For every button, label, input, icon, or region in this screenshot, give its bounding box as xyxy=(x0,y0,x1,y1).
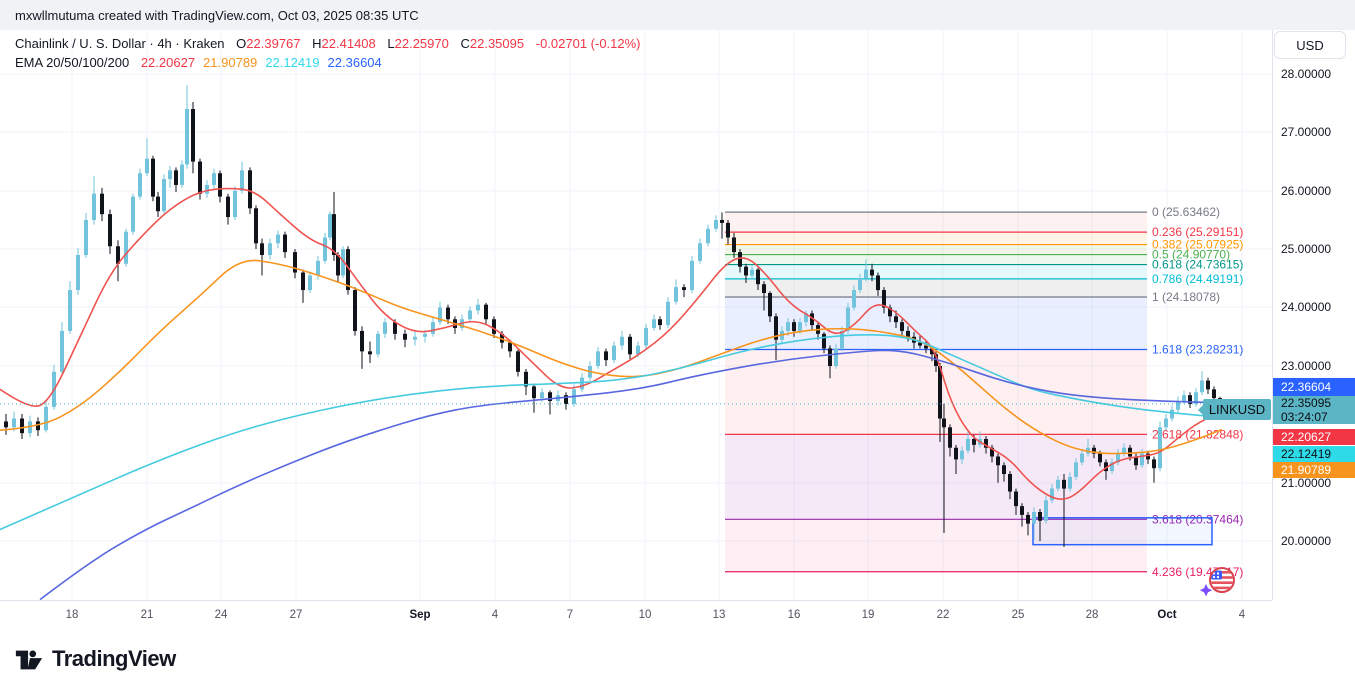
low-value: 22.25970 xyxy=(394,36,449,51)
chart-pane[interactable]: 0 (25.63462) 0.236 (25.29151) 0.382 (25.07… xyxy=(0,30,1355,633)
time-axis-label: 18 xyxy=(65,609,79,621)
ema-indicator-label[interactable]: EMA 20/50/100/200 xyxy=(15,55,130,70)
ema200-line[interactable] xyxy=(39,349,1223,600)
time-axis-label: 16 xyxy=(787,609,801,621)
ema-values: 22.20627 21.90789 22.12419 22.36604 xyxy=(141,55,390,70)
symbol-legend-row[interactable]: Chainlink / U. S. Dollar · 4h · Kraken O… xyxy=(15,34,641,53)
fib-level-label: 0.618 (24.73615) xyxy=(1152,258,1243,272)
rectangle-drawing[interactable] xyxy=(1032,517,1213,546)
ema-value: 22.20627 xyxy=(140,55,196,70)
open-value: 22.39767 xyxy=(246,36,301,51)
ema100-line[interactable] xyxy=(0,334,1223,531)
ema50-price-badge: 21.90789 xyxy=(1273,462,1355,478)
time-axis-label: 24 xyxy=(214,609,228,621)
ema-value: 22.36604 xyxy=(327,55,382,70)
time-axis-label: 10 xyxy=(638,609,652,621)
close-value: 22.35095 xyxy=(469,36,525,51)
ema-value: 21.90789 xyxy=(203,55,258,70)
fib-level-label: 1 (24.18078) xyxy=(1152,290,1220,304)
price-axis-label: 21.00000 xyxy=(1281,476,1332,490)
attribution-bar: mxwllmutuma created with TradingView.com… xyxy=(0,0,1355,30)
time-axis-label: 7 xyxy=(566,609,574,621)
fib-retracement: 0 (25.63462) 0.236 (25.29151)0.382 (25.07… xyxy=(725,205,1243,579)
fib-level-label: 0.236 (25.29151) xyxy=(1152,225,1243,239)
time-axis-label: 21 xyxy=(140,609,154,621)
price-axis-label: 27.00000 xyxy=(1281,125,1332,139)
fib-level-label: 0.5 (24.90770) xyxy=(1152,248,1230,262)
high-value: 22.41408 xyxy=(321,36,376,51)
tradingview-logo[interactable]: TradingView xyxy=(14,644,176,674)
ema-value: 22.12419 xyxy=(265,55,320,70)
close-label: C xyxy=(460,36,470,51)
grid-lines xyxy=(0,30,1272,600)
price-axis-label: 23.00000 xyxy=(1281,359,1332,373)
low-label: L xyxy=(387,36,395,51)
fib-level-label: 0 (25.63462) xyxy=(1152,205,1220,219)
price-chart-canvas[interactable]: 0 (25.63462) 0.236 (25.29151)0.382 (25.07… xyxy=(0,30,1272,600)
price-axis-label: 24.00000 xyxy=(1281,300,1332,314)
time-axis-label: Oct xyxy=(1157,609,1177,621)
price-axis-label: 26.00000 xyxy=(1281,184,1332,198)
high-label: H xyxy=(312,36,322,51)
candles-layer xyxy=(4,85,1222,548)
footer-bar: TradingView xyxy=(0,632,1355,686)
change-value: -0.02701 (-0.12%) xyxy=(535,36,641,51)
price-axis-label: 25.00000 xyxy=(1281,242,1332,256)
us-flag-event-icon[interactable] xyxy=(1198,564,1238,602)
ema20-line[interactable] xyxy=(0,187,1223,500)
symbol-price-tag: LINKUSD xyxy=(1203,399,1271,420)
fib-level-label: 0.382 (25.07925) xyxy=(1152,238,1243,252)
ema-legend-row[interactable]: EMA 20/50/100/200 22.20627 21.90789 22.124… xyxy=(15,53,641,72)
time-axis-label: 13 xyxy=(712,609,726,621)
price-axis-label: 28.00000 xyxy=(1281,67,1332,81)
attribution-text: mxwllmutuma created with TradingView.com… xyxy=(15,7,419,23)
time-axis-label: 4 xyxy=(491,609,499,621)
time-axis-label: 25 xyxy=(1011,609,1025,621)
open-label: O xyxy=(236,36,247,51)
ema200-price-badge: 22.36604 xyxy=(1273,378,1355,396)
last-price-badge: 22.35095 03:24:07 xyxy=(1273,396,1355,424)
ema20-price-badge: 22.20627 xyxy=(1273,429,1355,445)
time-axis-label: 22 xyxy=(936,609,950,621)
fib-level-label: 1.618 (23.28231) xyxy=(1152,342,1243,356)
fib-level-label: 0.786 (24.49191) xyxy=(1152,272,1243,286)
symbol-title[interactable]: Chainlink / U. S. Dollar · 4h · Kraken xyxy=(15,36,225,51)
tradingview-logo-icon xyxy=(15,650,43,670)
tradingview-logo-text: TradingView xyxy=(52,646,176,671)
time-axis-label: 28 xyxy=(1085,609,1099,621)
fib-level-label: 3.618 (20.37464) xyxy=(1152,512,1243,526)
time-axis[interactable]: 18 21 24 27 Sep 4 7 10 13 16 19 22 25 28 Oct 4 xyxy=(0,600,1272,633)
price-axis-label: 20.00000 xyxy=(1281,534,1332,548)
time-axis-label: 4 xyxy=(1238,609,1246,621)
time-axis-label: 19 xyxy=(861,609,875,621)
ema100-price-badge: 22.12419 xyxy=(1273,446,1355,462)
time-axis-label: 27 xyxy=(289,609,303,621)
price-axis[interactable]: 28.00000 27.00000 26.00000 25.00000 24.00000… xyxy=(1272,30,1355,600)
currency-button[interactable]: USD xyxy=(1274,31,1346,59)
chart-legend: Chainlink / U. S. Dollar · 4h · Kraken O… xyxy=(15,34,641,72)
time-axis-label: Sep xyxy=(409,609,431,621)
